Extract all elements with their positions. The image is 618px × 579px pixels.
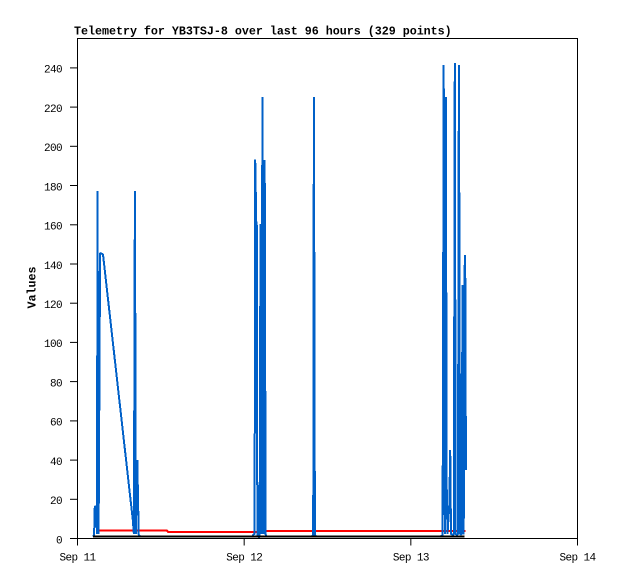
- svg-text:180: 180: [44, 182, 62, 194]
- svg-text:0: 0: [56, 535, 62, 547]
- svg-text:100: 100: [44, 339, 62, 351]
- svg-text:Telemetry for YB3TSJ-8 over la: Telemetry for YB3TSJ-8 over last 96 hour…: [74, 25, 452, 39]
- svg-text:40: 40: [50, 457, 62, 469]
- svg-text:20: 20: [50, 496, 62, 508]
- svg-text:140: 140: [44, 261, 62, 273]
- svg-text:Sep 12: Sep 12: [226, 553, 262, 565]
- svg-text:Values: Values: [25, 267, 39, 309]
- svg-text:160: 160: [44, 222, 62, 234]
- svg-text:240: 240: [44, 65, 62, 77]
- svg-text:Sep 14: Sep 14: [559, 553, 596, 565]
- svg-text:Sep 13: Sep 13: [393, 553, 429, 565]
- svg-text:80: 80: [50, 378, 62, 390]
- svg-text:120: 120: [44, 300, 62, 312]
- svg-text:Sep 11: Sep 11: [59, 553, 96, 565]
- svg-text:200: 200: [44, 143, 62, 155]
- svg-text:60: 60: [50, 418, 62, 430]
- svg-text:220: 220: [44, 104, 62, 116]
